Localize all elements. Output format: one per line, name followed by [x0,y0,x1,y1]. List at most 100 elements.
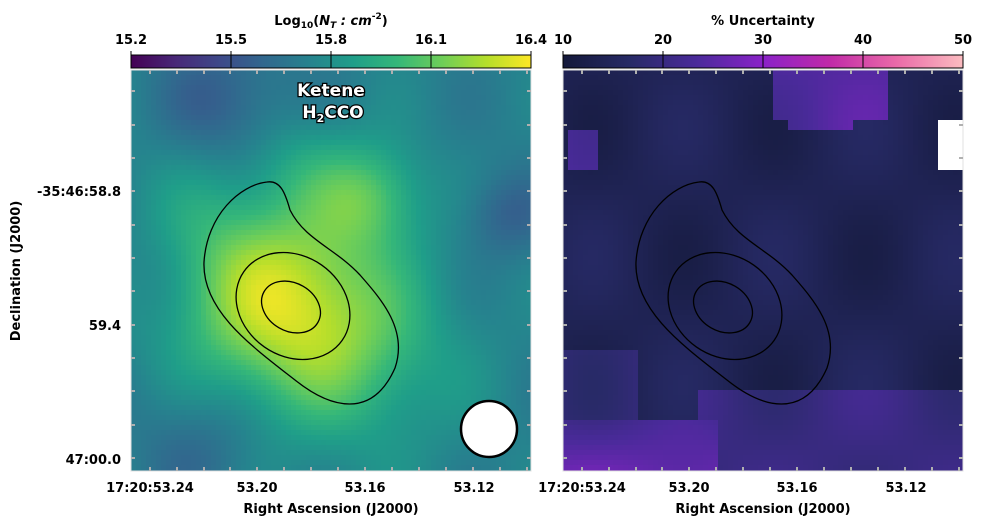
heatmap-cell [251,220,257,226]
heatmap-cell [386,90,392,96]
heatmap-cell [416,160,422,166]
heatmap-cell [521,215,527,221]
heatmap-cell [251,85,257,91]
heatmap-cell [411,100,417,106]
heatmap-cell [161,140,167,146]
heatmap-cell [286,165,292,171]
heatmap-cell [416,200,422,206]
heatmap-cell [256,355,262,361]
heatmap-cell [321,340,327,346]
heatmap-cell [351,305,357,311]
heatmap-cell [511,315,517,321]
heatmap-cell [461,280,467,286]
heatmap-cell [266,355,272,361]
heatmap-cell [396,150,402,156]
heatmap-cell [141,235,147,241]
heatmap-cell [431,185,437,191]
heatmap-cell [331,125,337,131]
heatmap-cell [296,365,302,371]
heatmap-cell [386,340,392,346]
heatmap-cell [181,100,187,106]
heatmap-cell [261,220,267,226]
heatmap-cell [496,165,502,171]
heatmap-cell [466,360,472,366]
heatmap-cell [236,70,242,76]
heatmap-cell [476,80,482,86]
heatmap-cell [511,250,517,256]
heatmap-cell [226,365,232,371]
colorbar-tick-label: 15.5 [215,33,247,48]
heatmap-cell [266,170,272,176]
heatmap-cell [511,185,517,191]
heatmap-cell [266,210,272,216]
heatmap-cell [451,210,457,216]
heatmap-cell [381,370,387,376]
heatmap-cell [286,120,292,126]
heatmap-cell [301,320,307,326]
heatmap-cell [326,175,332,181]
heatmap-cell [341,340,347,346]
heatmap-cell [466,345,472,351]
heatmap-cell [421,305,427,311]
heatmap-cell [271,120,277,126]
heatmap-cell [391,250,397,256]
heatmap-cell [181,80,187,86]
heatmap-cell [471,205,477,211]
heatmap-cell [511,350,517,356]
heatmap-cell [246,360,252,366]
heatmap-cell [406,130,412,136]
heatmap-cell [341,290,347,296]
heatmap-cell [166,350,172,356]
heatmap-cell [476,210,482,216]
heatmap-cell [461,195,467,201]
heatmap-cell [351,125,357,131]
heatmap-cell [401,180,407,186]
heatmap-cell [346,295,352,301]
heatmap-cell [446,155,452,161]
heatmap-cell [141,115,147,121]
heatmap-cell [236,265,242,271]
heatmap-cell [211,350,217,356]
heatmap-cell [191,355,197,361]
heatmap-cell [346,160,352,166]
heatmap-cell [456,215,462,221]
heatmap-cell [461,365,467,371]
heatmap-cell [336,325,342,331]
heatmap-cell [371,220,377,226]
heatmap-cell [216,70,222,76]
heatmap-cell [506,365,512,371]
heatmap-cell [511,170,517,176]
heatmap-cell [131,270,137,276]
heatmap-cell [446,360,452,366]
heatmap-cell [201,240,207,246]
heatmap-cell [236,205,242,211]
heatmap-cell [316,240,322,246]
heatmap-cell [471,145,477,151]
heatmap-cell [321,335,327,341]
heatmap-cell [241,70,247,76]
heatmap-cell [316,230,322,236]
heatmap-cell [326,220,332,226]
heatmap-cell [381,100,387,106]
heatmap-cell [296,350,302,356]
heatmap-cell [431,270,437,276]
heatmap-cell [451,145,457,151]
heatmap-cell [481,250,487,256]
heatmap-cell [256,110,262,116]
heatmap-cell [236,240,242,246]
heatmap-cell [506,170,512,176]
heatmap-cell [476,190,482,196]
heatmap-cell [411,150,417,156]
heatmap-cell [386,155,392,161]
heatmap-cell [281,355,287,361]
heatmap-cell [331,155,337,161]
heatmap-cell [456,160,462,166]
heatmap-cell [391,270,397,276]
heatmap-cell [361,280,367,286]
heatmap-cell [361,145,367,151]
heatmap-cell [431,275,437,281]
heatmap-cell [341,155,347,161]
heatmap-cell [286,235,292,241]
heatmap-cell [356,365,362,371]
heatmap-cell [486,220,492,226]
